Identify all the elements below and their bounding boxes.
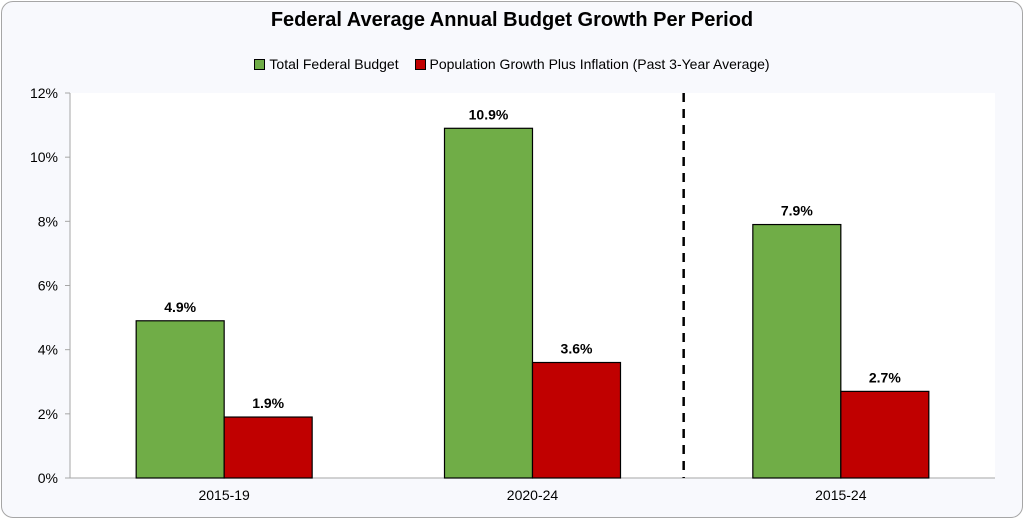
chart-title: Federal Average Annual Budget Growth Per… — [270, 9, 754, 31]
bar-population-inflation — [840, 390, 930, 479]
y-tick-label: 0% — [38, 470, 58, 486]
bar-population-inflation — [531, 361, 622, 479]
y-tick-label: 10% — [30, 149, 58, 165]
bar-total-federal-budget — [752, 223, 842, 479]
y-tick-label: 2% — [38, 406, 58, 422]
legend-item-population-growth-inflation: Population Growth Plus Inflation (Past 3… — [414, 56, 770, 72]
data-label: 3.6% — [561, 341, 593, 357]
legend-swatch-red — [414, 58, 426, 70]
legend-label: Total Federal Budget — [269, 56, 399, 72]
data-label: 7.9% — [781, 203, 813, 219]
bar-total-federal-budget — [135, 320, 225, 479]
bar-population-inflation — [223, 416, 313, 479]
y-tick-label: 4% — [38, 342, 58, 358]
data-label: 10.9% — [469, 106, 509, 122]
y-tick-label: 8% — [38, 213, 58, 229]
x-tick-label: 2015-24 — [815, 487, 867, 503]
y-tick-label: 6% — [38, 278, 58, 294]
data-label: 1.9% — [252, 395, 284, 411]
y-tick-label: 12% — [30, 85, 58, 101]
x-tick-label: 2020-24 — [507, 487, 559, 503]
x-tick-label: 2015-19 — [198, 487, 250, 503]
legend-label: Population Growth Plus Inflation (Past 3… — [429, 56, 770, 72]
legend: Total Federal Budget Population Growth P… — [0, 56, 1024, 73]
legend-item-total-federal-budget: Total Federal Budget — [254, 56, 399, 72]
bar-total-federal-budget — [443, 127, 534, 479]
data-label: 4.9% — [164, 299, 196, 315]
data-label: 2.7% — [869, 369, 901, 385]
legend-swatch-green — [254, 58, 266, 70]
